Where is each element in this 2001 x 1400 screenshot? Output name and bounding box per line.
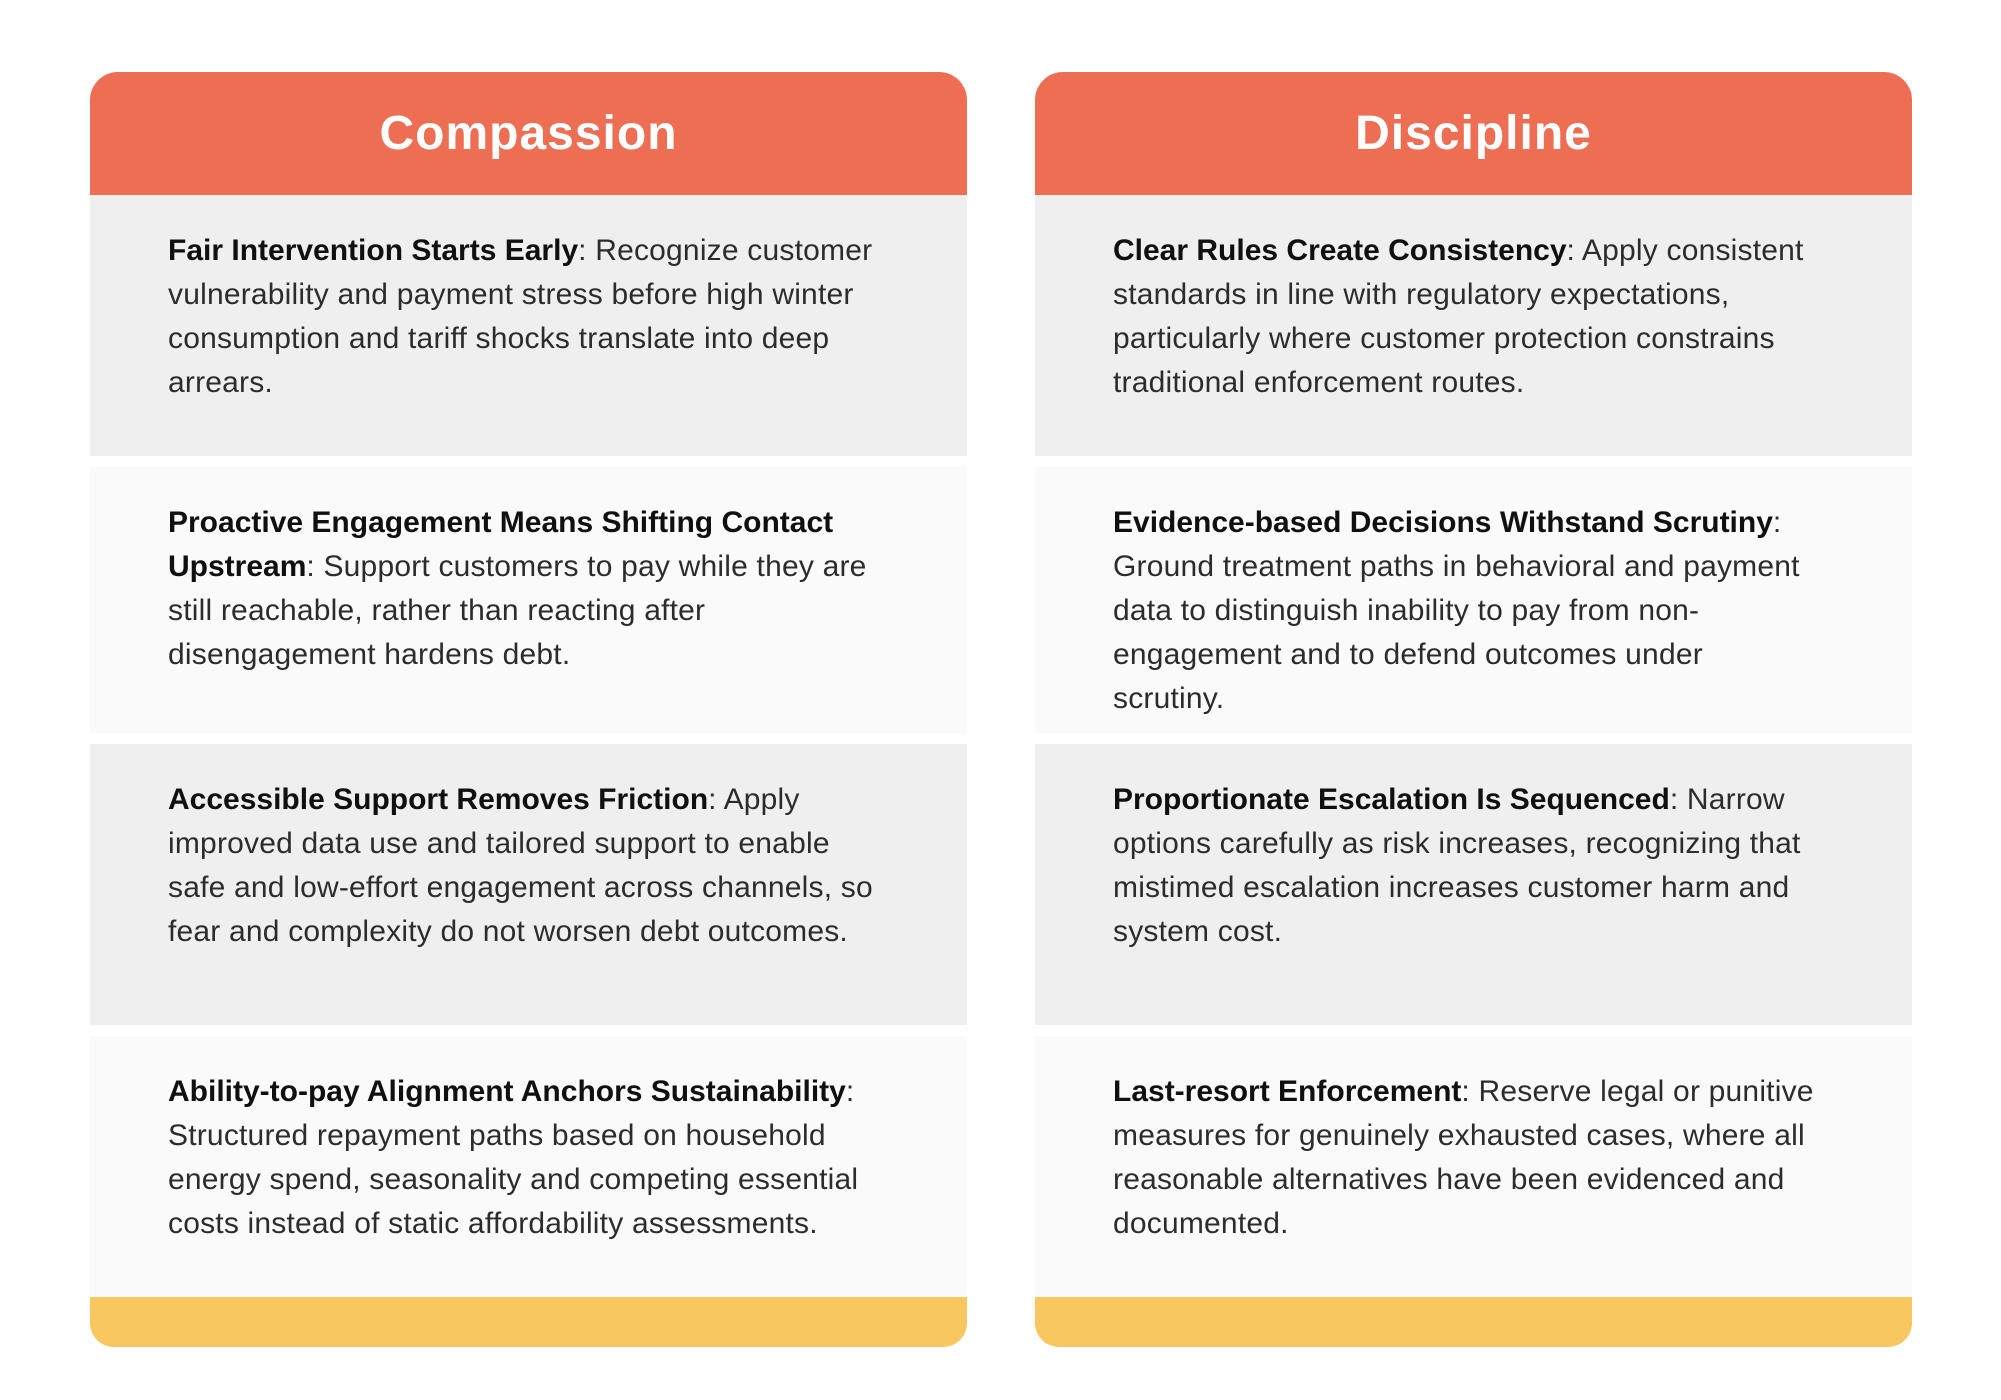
card-title-discipline: Discipline (1355, 107, 1592, 160)
principle-item: Proportionate Escalation Is Sequenced: N… (1035, 744, 1912, 1025)
principle-body: : Narrow options carefully as risk incre… (1113, 783, 1801, 948)
principle-item: Clear Rules Create Consistency: Apply co… (1035, 195, 1912, 456)
discipline-card: Discipline Clear Rules Create Consistenc… (1035, 72, 1912, 1347)
principle-text: Fair Intervention Starts Early: Recogniz… (168, 229, 877, 405)
principle-heading: Fair Intervention Starts Early (168, 234, 579, 267)
compassion-card: Compassion Fair Intervention Starts Earl… (90, 72, 967, 1347)
principle-text: Clear Rules Create Consistency: Apply co… (1113, 229, 1822, 405)
principle-text: Proactive Engagement Means Shifting Cont… (168, 501, 877, 677)
principle-body: : Apply consistent standards in line wit… (1113, 234, 1804, 399)
principle-body: : Reserve legal or punitive measures for… (1113, 1075, 1814, 1240)
compassion-card-body: Fair Intervention Starts Early: Recogniz… (90, 195, 967, 1297)
principle-text: Last-resort Enforcement: Reserve legal o… (1113, 1070, 1822, 1246)
principle-text: Evidence-based Decisions Withstand Scrut… (1113, 501, 1822, 721)
compassion-footer-accent (90, 1297, 967, 1347)
principle-heading: Accessible Support Removes Friction (168, 783, 709, 816)
discipline-card-header: Discipline (1035, 72, 1912, 195)
principle-heading: Clear Rules Create Consistency (1113, 234, 1567, 267)
principle-text: Ability-to-pay Alignment Anchors Sustain… (168, 1070, 877, 1246)
principle-heading: Last-resort Enforcement (1113, 1075, 1462, 1108)
principle-item: Evidence-based Decisions Withstand Scrut… (1035, 467, 1912, 733)
principle-item: Fair Intervention Starts Early: Recogniz… (90, 195, 967, 456)
principle-text: Proportionate Escalation Is Sequenced: N… (1113, 778, 1822, 954)
principle-body: : Support customers to pay while they ar… (168, 550, 867, 671)
principle-heading: Evidence-based Decisions Withstand Scrut… (1113, 506, 1773, 539)
principle-heading: Ability-to-pay Alignment Anchors Sustain… (168, 1075, 846, 1108)
principle-heading: Proportionate Escalation Is Sequenced (1113, 783, 1670, 816)
card-title-compassion: Compassion (379, 107, 678, 160)
principle-item: Accessible Support Removes Friction: App… (90, 744, 967, 1025)
discipline-footer-accent (1035, 1297, 1912, 1347)
principle-text: Accessible Support Removes Friction: App… (168, 778, 877, 954)
compassion-card-header: Compassion (90, 72, 967, 195)
principle-heading: Proactive Engagement Means Shifting Cont… (168, 506, 834, 583)
principle-body: : Apply improved data use and tailored s… (168, 783, 873, 948)
principle-body: : Structured repayment paths based on ho… (168, 1075, 859, 1240)
principle-body: : Ground treatment paths in behavioral a… (1113, 506, 1800, 715)
principle-item: Ability-to-pay Alignment Anchors Sustain… (90, 1036, 967, 1297)
principle-item: Last-resort Enforcement: Reserve legal o… (1035, 1036, 1912, 1297)
discipline-card-body: Clear Rules Create Consistency: Apply co… (1035, 195, 1912, 1297)
principle-item: Proactive Engagement Means Shifting Cont… (90, 467, 967, 733)
principle-body: : Recognize customer vulnerability and p… (168, 234, 873, 399)
